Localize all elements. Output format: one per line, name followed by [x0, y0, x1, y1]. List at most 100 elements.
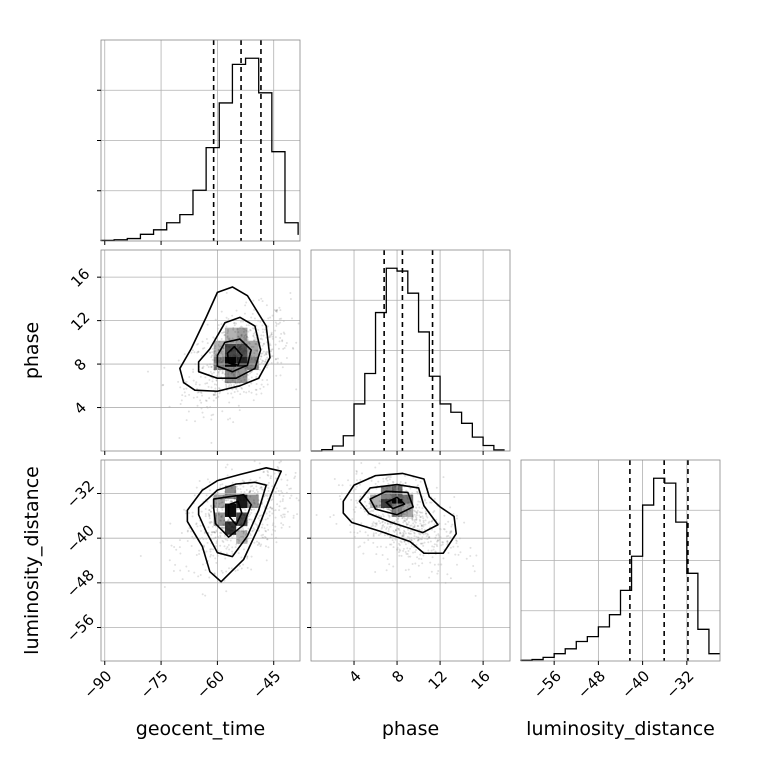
sample-point — [212, 496, 215, 499]
sample-point — [233, 375, 236, 378]
sample-point — [200, 354, 203, 357]
sample-point — [398, 529, 401, 532]
sample-point — [394, 528, 397, 531]
sample-point — [243, 336, 246, 339]
sample-point — [230, 512, 233, 515]
sample-point — [414, 478, 417, 481]
sample-point — [240, 535, 243, 538]
sample-point — [252, 299, 255, 302]
sample-point — [455, 540, 458, 543]
panel-frame-geocent_time-vs-phase — [100, 249, 301, 452]
sample-point — [225, 506, 228, 509]
sample-point — [446, 540, 449, 543]
sample-point — [266, 507, 269, 510]
panel-frame-luminosity_distance — [520, 459, 721, 662]
sample-point — [271, 512, 274, 515]
sample-point — [280, 478, 283, 481]
sample-point — [239, 519, 242, 522]
sample-point — [401, 535, 404, 538]
sample-point — [241, 518, 244, 521]
sample-point — [282, 331, 285, 334]
sample-point — [237, 346, 240, 349]
density-cell — [380, 485, 392, 500]
sample-point — [226, 381, 229, 384]
sample-point — [226, 392, 229, 395]
sample-point — [384, 499, 387, 502]
sample-point — [379, 504, 382, 507]
sample-point — [229, 512, 232, 515]
sample-point — [214, 345, 217, 348]
sample-point — [244, 367, 247, 370]
sample-point — [257, 360, 260, 363]
sample-point — [411, 516, 414, 519]
sample-point — [234, 382, 237, 385]
sample-point — [227, 337, 230, 340]
sample-point — [257, 502, 260, 505]
sample-point — [210, 505, 213, 508]
sample-point — [264, 545, 267, 548]
sample-point — [245, 373, 248, 376]
sample-point — [221, 526, 224, 529]
sample-point — [262, 533, 265, 536]
sample-point — [195, 486, 198, 489]
sample-point — [415, 516, 418, 519]
sample-point — [407, 555, 410, 558]
sample-point — [261, 344, 264, 347]
sample-point — [180, 399, 183, 402]
contour-level-3 — [369, 490, 414, 516]
sample-point — [252, 489, 255, 492]
sample-point — [268, 510, 271, 513]
sample-point — [217, 343, 220, 346]
sample-point — [237, 335, 240, 338]
sample-point — [231, 388, 234, 391]
sample-point — [427, 521, 430, 524]
sample-point — [229, 523, 232, 526]
sample-point — [389, 497, 392, 500]
sample-point — [208, 514, 211, 517]
sample-point — [375, 504, 378, 507]
sample-point — [223, 524, 226, 527]
sample-point — [186, 530, 189, 533]
sample-point — [294, 475, 297, 478]
sample-point — [405, 513, 408, 516]
sample-point — [271, 507, 274, 510]
sample-point — [276, 465, 279, 468]
density-cell — [213, 353, 225, 371]
sample-point — [211, 377, 214, 380]
sample-point — [246, 336, 249, 339]
sample-point — [274, 336, 277, 339]
sample-point — [234, 330, 237, 333]
sample-point — [374, 482, 377, 485]
sample-point — [292, 514, 295, 517]
sample-point — [447, 551, 450, 554]
sample-point — [221, 571, 224, 574]
sample-point — [199, 574, 202, 577]
sample-point — [205, 399, 208, 402]
sample-point — [355, 485, 358, 488]
sample-point — [474, 594, 477, 597]
sample-point — [206, 342, 209, 345]
sample-point — [219, 519, 222, 522]
sample-point — [388, 478, 391, 481]
sample-point — [252, 487, 255, 490]
sample-point — [256, 349, 259, 352]
sample-point — [245, 367, 248, 370]
sample-point — [210, 510, 213, 513]
sample-point — [362, 552, 365, 555]
sample-point — [279, 309, 282, 312]
y-tick-label: −40 — [63, 521, 98, 556]
sample-point — [349, 531, 352, 534]
sample-point — [381, 499, 384, 502]
sample-point — [418, 511, 421, 514]
sample-point — [372, 521, 375, 524]
sample-point — [350, 498, 353, 501]
density-cell — [213, 340, 225, 358]
sample-point — [247, 324, 250, 327]
sample-point — [267, 474, 270, 477]
sample-point — [400, 554, 403, 557]
sample-point — [191, 511, 194, 514]
sample-point — [385, 497, 388, 500]
sample-point — [455, 542, 458, 545]
sample-point — [224, 352, 227, 355]
sample-point — [422, 517, 425, 520]
